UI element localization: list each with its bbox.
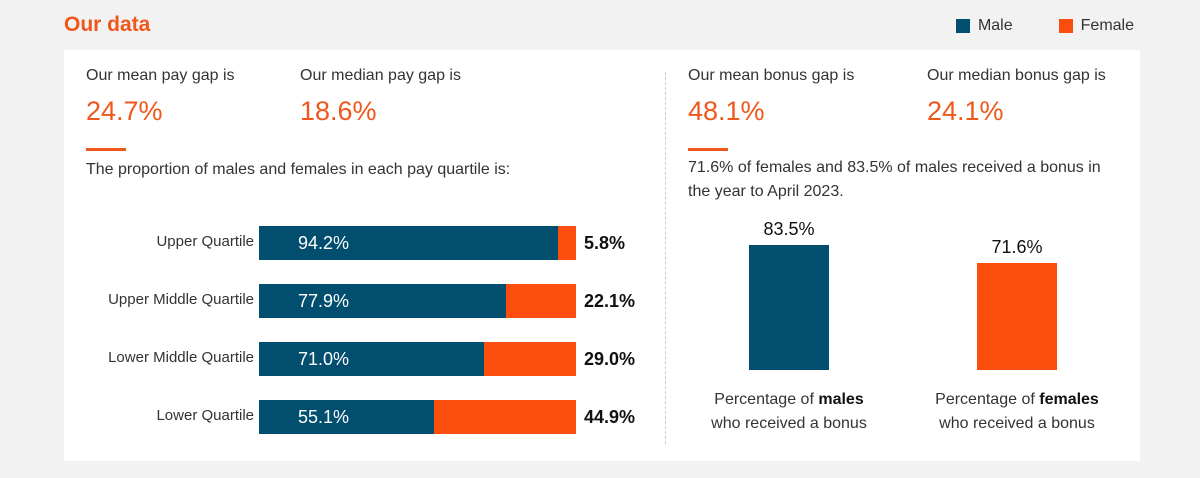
bonus-value-label: 83.5% bbox=[763, 218, 815, 239]
bonus-caption: Percentage of females who received a bonu… bbox=[935, 391, 1099, 432]
mean-pay-gap-value: 24.7% bbox=[86, 96, 163, 126]
female-value-label: 44.9% bbox=[584, 407, 636, 427]
female-value-label: 29.0% bbox=[584, 349, 636, 369]
female-bar bbox=[433, 400, 576, 434]
mean-pay-gap-label: Our mean pay gap is bbox=[86, 67, 235, 84]
legend-label-female: Female bbox=[1080, 17, 1134, 34]
data-panel: Our mean pay gap is 24.7% Our median pay… bbox=[64, 50, 1140, 461]
median-pay-gap-label: Our median pay gap is bbox=[300, 67, 461, 84]
male-bar: 94.2% bbox=[259, 226, 558, 260]
quartile-label: Upper Middle Quartile bbox=[108, 291, 254, 308]
bonus-caption-group: males bbox=[818, 391, 864, 408]
female-value-label: 22.1% bbox=[584, 291, 636, 311]
legend-swatch-male bbox=[955, 19, 970, 33]
bonus-column bbox=[977, 262, 1057, 370]
female-value-label: 5.8% bbox=[584, 233, 626, 253]
section-title: Our data bbox=[64, 13, 151, 36]
quartile-label: Lower Middle Quartile bbox=[108, 349, 254, 366]
quartile-intro-text: The proportion of males and females in e… bbox=[86, 161, 511, 178]
quartile-label: Lower Quartile bbox=[156, 407, 254, 424]
bonus-caption-group: females bbox=[1039, 391, 1099, 408]
male-bar: 71.0% bbox=[259, 342, 485, 376]
quartile-label: Upper Quartile bbox=[156, 233, 254, 250]
median-pay-gap-value: 18.6% bbox=[300, 96, 377, 126]
legend-label-male: Male bbox=[977, 17, 1013, 34]
chart-legend: Male Female bbox=[955, 17, 1134, 35]
female-bar bbox=[505, 284, 576, 318]
legend-swatch-female bbox=[1058, 19, 1073, 33]
male-bar: 77.9% bbox=[259, 284, 506, 318]
female-bar bbox=[557, 226, 576, 260]
median-bonus-gap-label: Our median bonus gap is bbox=[927, 67, 1106, 84]
bonus-accent-line bbox=[688, 148, 728, 151]
bonus-column bbox=[749, 244, 829, 370]
mean-bonus-gap-value: 48.1% bbox=[688, 96, 765, 126]
bonus-caption: Percentage of males who received a bonus bbox=[711, 391, 867, 432]
median-bonus-gap-value: 24.1% bbox=[927, 96, 1004, 126]
male-bar: 55.1% bbox=[259, 400, 434, 434]
mean-bonus-gap-label: Our mean bonus gap is bbox=[688, 67, 855, 84]
legend-item-male: Male bbox=[955, 17, 1013, 35]
legend-item-female: Female bbox=[1058, 17, 1134, 35]
bonus-value-label: 71.6% bbox=[991, 236, 1043, 257]
pay-accent-line bbox=[86, 148, 126, 151]
panel-divider bbox=[665, 72, 666, 444]
bonus-intro-text: 71.6% of females and 83.5% of males rece… bbox=[688, 159, 1101, 200]
female-bar bbox=[484, 342, 576, 376]
